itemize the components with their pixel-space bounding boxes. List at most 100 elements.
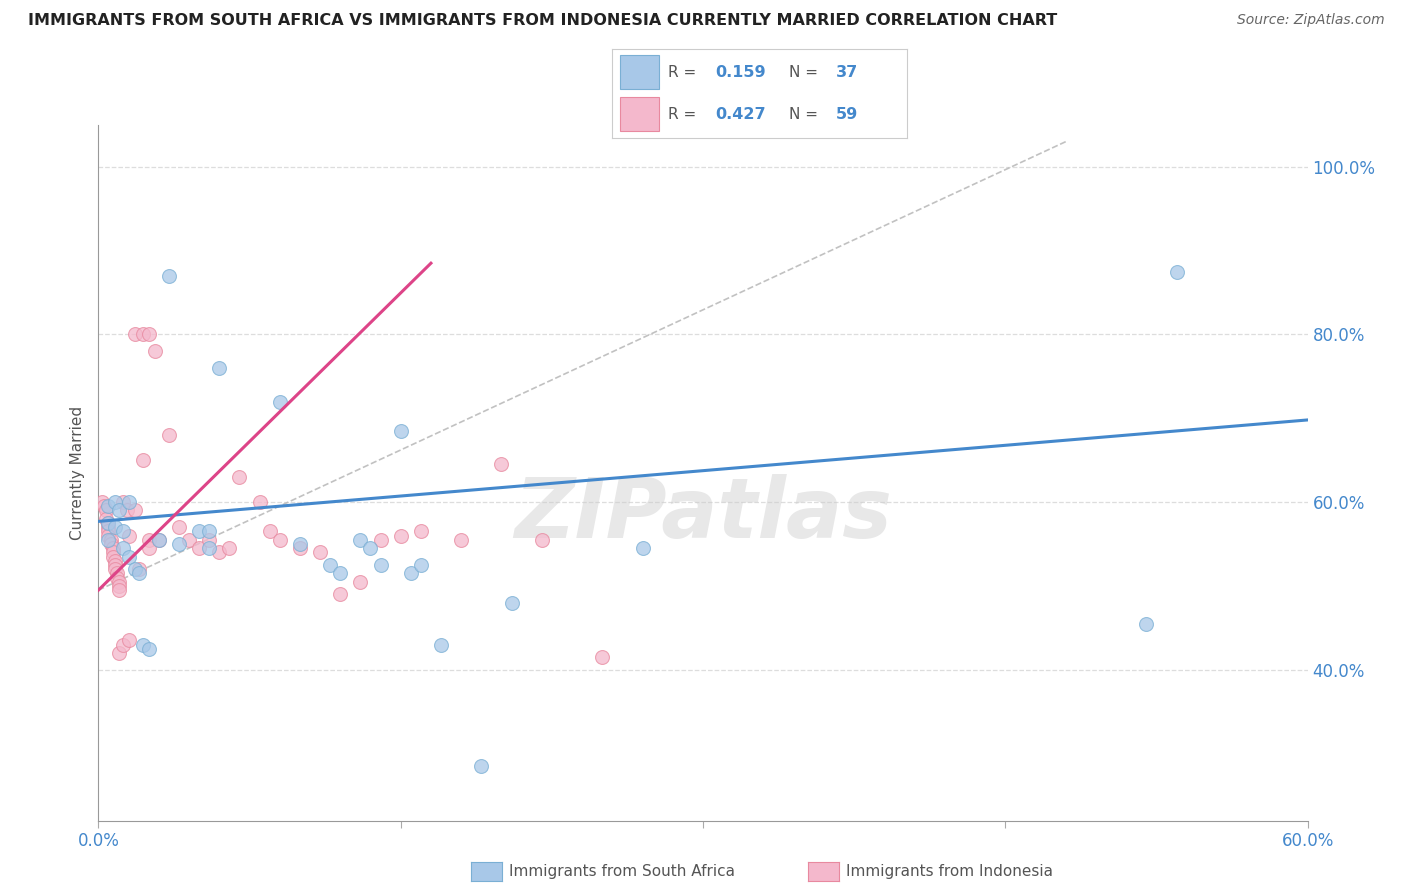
Point <box>101 541 124 556</box>
Point <box>107 503 129 517</box>
Point <box>288 541 311 556</box>
Point <box>111 541 134 556</box>
Point <box>198 541 221 556</box>
Point <box>111 524 134 539</box>
Point <box>91 495 114 509</box>
Point <box>409 524 432 539</box>
Point <box>1166 264 1188 278</box>
Point <box>107 574 129 589</box>
Point <box>107 646 129 660</box>
Point <box>105 566 128 581</box>
Point <box>132 638 155 652</box>
Point <box>96 503 118 517</box>
Point <box>96 512 118 526</box>
Point <box>124 327 146 342</box>
Point <box>148 533 170 547</box>
Point <box>409 558 432 572</box>
Point <box>370 558 392 572</box>
Point <box>179 533 201 547</box>
Point <box>132 327 155 342</box>
Point <box>167 537 190 551</box>
Point <box>138 533 160 547</box>
Point <box>349 574 371 589</box>
Point <box>138 327 160 342</box>
Point <box>218 541 240 556</box>
Point <box>269 394 291 409</box>
Point <box>118 633 141 648</box>
Point <box>101 549 124 564</box>
Point <box>138 541 160 556</box>
Text: 59: 59 <box>837 107 858 121</box>
Point <box>97 500 120 514</box>
Point <box>101 545 124 559</box>
Point <box>491 458 513 472</box>
Text: R =: R = <box>668 65 700 79</box>
Point <box>100 533 122 547</box>
Point <box>198 524 221 539</box>
Text: 0.427: 0.427 <box>716 107 766 121</box>
Point <box>124 562 146 576</box>
Point <box>128 566 150 581</box>
Point <box>389 424 412 438</box>
Point <box>97 524 120 539</box>
Point <box>105 570 128 584</box>
Point <box>157 268 180 283</box>
Point <box>97 533 120 547</box>
Point <box>148 533 170 547</box>
Text: Immigrants from Indonesia: Immigrants from Indonesia <box>846 864 1053 879</box>
Point <box>329 587 352 601</box>
Point <box>1135 616 1157 631</box>
Point <box>97 520 120 534</box>
Point <box>288 537 311 551</box>
Point <box>309 545 332 559</box>
Point <box>631 541 654 556</box>
Point <box>399 566 422 581</box>
Point <box>249 495 271 509</box>
Point <box>360 541 382 556</box>
Point <box>93 500 115 514</box>
Point <box>143 344 166 359</box>
Point <box>259 524 281 539</box>
Point <box>208 361 231 376</box>
Point <box>103 520 125 534</box>
Point <box>188 524 211 539</box>
Text: IMMIGRANTS FROM SOUTH AFRICA VS IMMIGRANTS FROM INDONESIA CURRENTLY MARRIED CORR: IMMIGRANTS FROM SOUTH AFRICA VS IMMIGRAN… <box>28 13 1057 29</box>
Point <box>124 503 146 517</box>
Point <box>103 495 125 509</box>
Point <box>118 495 141 509</box>
Point <box>128 562 150 576</box>
Point <box>118 549 141 564</box>
Point <box>167 520 190 534</box>
Point <box>107 583 129 598</box>
Point <box>97 516 120 530</box>
Text: 0.159: 0.159 <box>716 65 766 79</box>
Point <box>103 558 125 572</box>
Bar <box>620 55 659 89</box>
Point <box>430 638 453 652</box>
Point <box>138 641 160 656</box>
Point <box>100 537 122 551</box>
Y-axis label: Currently Married: Currently Married <box>70 406 86 540</box>
Point <box>269 533 291 547</box>
Point <box>450 533 472 547</box>
Point <box>208 545 231 559</box>
Point <box>115 503 138 517</box>
Point <box>349 533 371 547</box>
Point <box>103 554 125 568</box>
Point <box>389 528 412 542</box>
Point <box>118 528 141 542</box>
Text: N =: N = <box>789 107 823 121</box>
Point <box>188 541 211 556</box>
Text: Source: ZipAtlas.com: Source: ZipAtlas.com <box>1237 13 1385 28</box>
Point <box>157 428 180 442</box>
Point <box>319 558 342 572</box>
Point <box>111 638 134 652</box>
Point <box>103 562 125 576</box>
Text: Immigrants from South Africa: Immigrants from South Africa <box>509 864 735 879</box>
Point <box>370 533 392 547</box>
Text: R =: R = <box>668 107 700 121</box>
Point <box>132 453 155 467</box>
Text: 37: 37 <box>837 65 858 79</box>
Point <box>501 596 523 610</box>
Point <box>591 650 613 665</box>
